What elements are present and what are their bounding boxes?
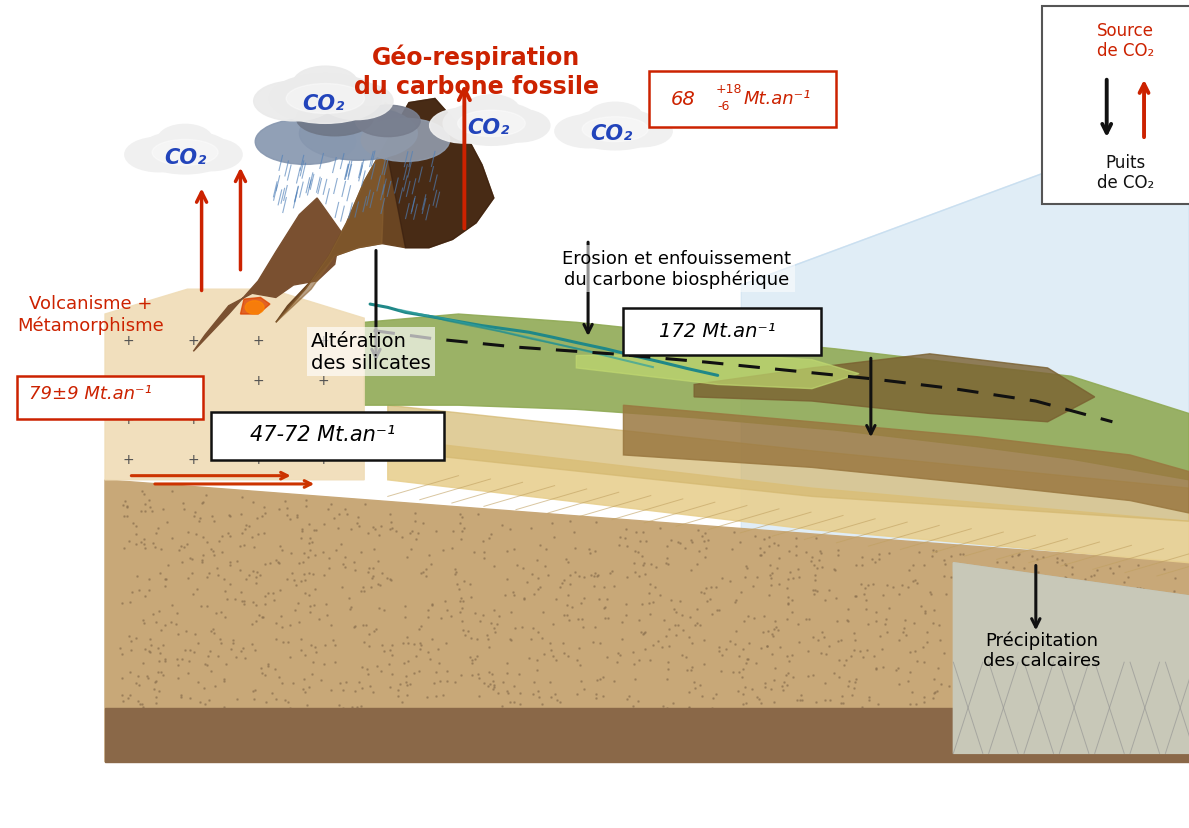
Ellipse shape — [587, 103, 642, 132]
Text: +18: +18 — [716, 83, 742, 96]
Ellipse shape — [429, 108, 499, 144]
Ellipse shape — [253, 82, 334, 122]
Text: Précipitation
des calcaires: Précipitation des calcaires — [983, 630, 1101, 670]
Text: +: + — [317, 373, 329, 387]
Polygon shape — [694, 354, 1095, 422]
Text: CO₂: CO₂ — [302, 94, 344, 113]
Text: Source
de CO₂: Source de CO₂ — [1096, 22, 1155, 60]
Text: +: + — [317, 413, 329, 426]
Text: du carbone fossile: du carbone fossile — [353, 75, 598, 99]
Ellipse shape — [555, 115, 623, 149]
Polygon shape — [954, 563, 1189, 604]
FancyBboxPatch shape — [623, 309, 822, 355]
Text: +: + — [252, 334, 264, 347]
Polygon shape — [741, 120, 1189, 762]
Polygon shape — [364, 315, 1189, 480]
Text: +: + — [188, 413, 200, 426]
Polygon shape — [388, 439, 1189, 563]
Polygon shape — [276, 99, 493, 323]
Text: +: + — [188, 453, 200, 466]
Ellipse shape — [361, 119, 449, 162]
Text: +: + — [188, 373, 200, 387]
Polygon shape — [741, 120, 1189, 286]
Ellipse shape — [292, 67, 358, 102]
Text: +: + — [122, 334, 134, 347]
Ellipse shape — [125, 138, 193, 172]
Ellipse shape — [464, 96, 520, 127]
Polygon shape — [954, 563, 1189, 753]
Text: Erosion et enfouissement
du carbone biosphérique: Erosion et enfouissement du carbone bios… — [562, 249, 791, 289]
FancyBboxPatch shape — [1042, 7, 1189, 205]
Polygon shape — [240, 298, 270, 315]
Text: CO₂: CO₂ — [164, 147, 206, 167]
Ellipse shape — [458, 111, 526, 137]
Polygon shape — [105, 480, 1189, 762]
Ellipse shape — [287, 84, 365, 114]
FancyBboxPatch shape — [210, 412, 445, 460]
Text: 47-72 Mt.an⁻¹: 47-72 Mt.an⁻¹ — [251, 425, 396, 445]
FancyBboxPatch shape — [649, 72, 836, 128]
Ellipse shape — [270, 75, 382, 124]
Text: +: + — [317, 334, 329, 347]
Polygon shape — [373, 104, 400, 132]
Ellipse shape — [152, 140, 218, 166]
Ellipse shape — [256, 119, 356, 166]
Text: +: + — [252, 373, 264, 387]
Text: CO₂: CO₂ — [467, 118, 509, 138]
Text: +: + — [122, 413, 134, 426]
FancyBboxPatch shape — [17, 377, 203, 420]
Text: Altération
des silicates: Altération des silicates — [312, 331, 430, 373]
Ellipse shape — [320, 83, 394, 121]
Ellipse shape — [181, 139, 243, 171]
Text: +: + — [122, 453, 134, 466]
Text: 172 Mt.an⁻¹: 172 Mt.an⁻¹ — [660, 322, 776, 340]
Circle shape — [245, 301, 264, 315]
Text: Volcanisme +
Métamorphisme: Volcanisme + Métamorphisme — [18, 295, 164, 335]
Ellipse shape — [611, 117, 672, 147]
Polygon shape — [194, 199, 340, 352]
Ellipse shape — [583, 118, 648, 142]
Polygon shape — [276, 145, 385, 323]
Text: CO₂: CO₂ — [591, 124, 633, 144]
Text: Puits
de CO₂: Puits de CO₂ — [1096, 153, 1155, 192]
Text: +: + — [188, 334, 200, 347]
Text: Géo-respiration: Géo-respiration — [372, 45, 580, 70]
Ellipse shape — [356, 106, 420, 137]
Text: +: + — [252, 453, 264, 466]
Ellipse shape — [138, 132, 232, 175]
Ellipse shape — [158, 125, 213, 156]
Text: +: + — [317, 453, 329, 466]
Polygon shape — [105, 290, 364, 480]
Text: +: + — [122, 373, 134, 387]
Polygon shape — [385, 99, 493, 248]
Ellipse shape — [296, 102, 373, 137]
Text: 79±9 Mt.an⁻¹: 79±9 Mt.an⁻¹ — [30, 384, 152, 402]
Text: -6: -6 — [718, 99, 730, 113]
Ellipse shape — [568, 109, 662, 151]
Ellipse shape — [487, 110, 549, 143]
Polygon shape — [388, 406, 1189, 522]
Ellipse shape — [300, 108, 417, 161]
Polygon shape — [623, 406, 1189, 513]
Text: Mt.an⁻¹: Mt.an⁻¹ — [743, 90, 811, 108]
Bar — [105, 708, 1189, 762]
Text: 68: 68 — [671, 90, 696, 108]
Text: +: + — [252, 413, 264, 426]
Ellipse shape — [443, 103, 540, 146]
Polygon shape — [577, 354, 860, 389]
